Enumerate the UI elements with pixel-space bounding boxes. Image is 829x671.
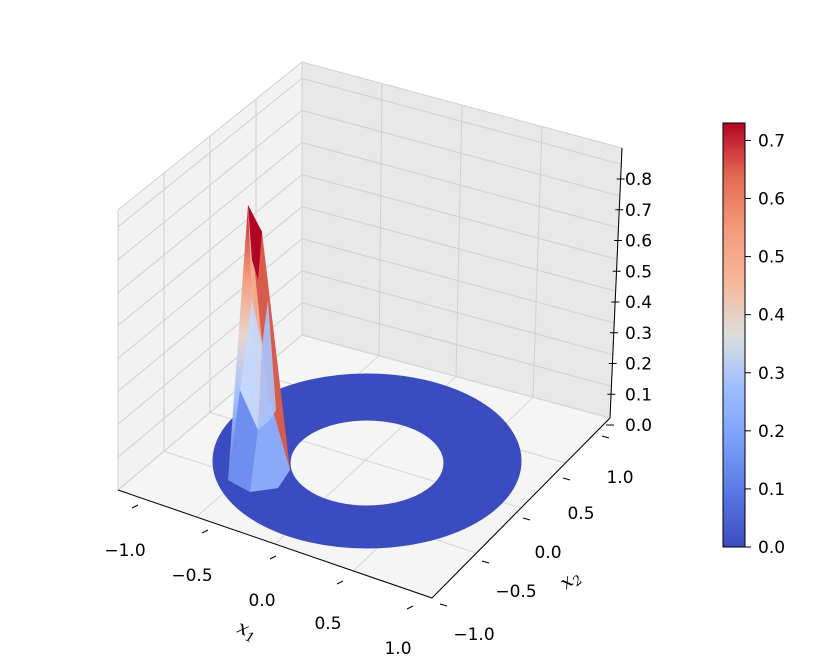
y-tick-mark	[439, 603, 448, 607]
svg-text:x1: x1	[233, 616, 260, 646]
grid-line-z-level	[117, 270, 613, 425]
peak-base-left	[228, 390, 258, 492]
y-axis-line	[431, 417, 611, 599]
y-tick-label: 0.0	[534, 543, 561, 563]
peak-base-right	[250, 400, 290, 492]
y-axis-ticks: −1.0 −0.5 0.0 0.5 1.0	[439, 435, 634, 645]
colorbar-tick-label: 0.4	[758, 306, 785, 326]
y-tick-label: −1.0	[453, 625, 494, 645]
z-tick-label: 0.1	[625, 385, 652, 405]
grid-line-z-level	[117, 206, 616, 359]
y-tick-label: 1.0	[606, 468, 633, 488]
y-tick-mark	[481, 560, 490, 564]
y-tick-label: 0.5	[567, 504, 594, 524]
x-tick-mark	[201, 529, 209, 534]
peak-tip	[248, 205, 262, 280]
x-tick-mark	[406, 605, 414, 610]
x-tick-label: 0.0	[248, 591, 275, 611]
grid-line-right-vertical	[378, 83, 383, 356]
z-tick-label: 0.6	[625, 232, 652, 252]
colorbar-tick-label: 0.0	[758, 538, 785, 558]
peak-surface	[228, 205, 290, 492]
x-tick-label: 1.0	[384, 639, 411, 659]
y-tick-mark	[601, 435, 610, 439]
x-tick-mark	[131, 504, 139, 509]
grid-line-z-level	[117, 174, 618, 326]
colorbar: 0.0 0.1 0.2 0.3 0.4 0.5 0.6 0.7	[722, 122, 785, 558]
z-tick-label: 0.4	[625, 293, 652, 313]
z-tick-label: 0.7	[625, 201, 652, 221]
z-tick-label: 0.8	[625, 170, 652, 190]
x-tick-label: −1.0	[104, 541, 145, 561]
y-axis-label: x2	[556, 565, 586, 596]
z-tick-label: 0.3	[625, 324, 652, 344]
z-tick-label: 0.2	[625, 355, 652, 375]
colorbar-tick-label: 0.5	[758, 248, 785, 268]
z-axis-ticks: 0.0 0.1 0.2 0.3 0.4 0.5 0.6 0.7 0.8	[606, 170, 652, 436]
x-tick-label: −0.5	[171, 566, 212, 586]
grid-lines	[117, 62, 623, 599]
colorbar-tick-label: 0.6	[758, 190, 785, 210]
grid-line-z-level	[117, 77, 622, 228]
colorbar-tick-label: 0.2	[758, 422, 785, 442]
y-tick-mark	[522, 517, 531, 521]
colorbar-tick-label: 0.7	[758, 131, 785, 151]
peak-mid-light	[240, 300, 262, 430]
x-axis-ticks: −1.0 −0.5 0.0 0.5 1.0	[104, 504, 414, 659]
grid-line-right-vertical	[455, 104, 463, 377]
grid-line-right-vertical	[532, 126, 543, 398]
grid-line-floor-y	[301, 334, 611, 419]
grid-line-z-level	[117, 109, 620, 261]
annulus-ring	[212, 373, 522, 549]
grid-line-z-level	[117, 141, 619, 293]
colorbar-tick-label: 0.1	[758, 480, 785, 500]
x-tick-mark	[269, 555, 277, 560]
y-tick-mark	[562, 477, 571, 481]
grid-line-z-level	[117, 238, 615, 392]
z-axis-line	[609, 147, 623, 419]
axis-lines	[117, 147, 623, 599]
grid-line-z-level	[117, 302, 612, 458]
z-tick-label: 0.0	[625, 416, 652, 436]
peak-mid-right	[258, 300, 276, 430]
z-tick-label: 0.5	[625, 262, 652, 282]
x-axis-label: x1	[233, 616, 260, 646]
annulus-surface	[212, 373, 522, 549]
svg-text:x2: x2	[556, 565, 586, 596]
y-tick-label: −0.5	[495, 582, 536, 602]
x-tick-label: 0.5	[314, 614, 341, 634]
colorbar-tick-label: 0.3	[758, 364, 785, 384]
colorbar-gradient	[722, 122, 746, 548]
x-tick-mark	[336, 580, 344, 585]
x-axis-line	[117, 489, 433, 599]
colorbar-ticks: 0.0 0.1 0.2 0.3 0.4 0.5 0.6 0.7	[745, 131, 785, 558]
